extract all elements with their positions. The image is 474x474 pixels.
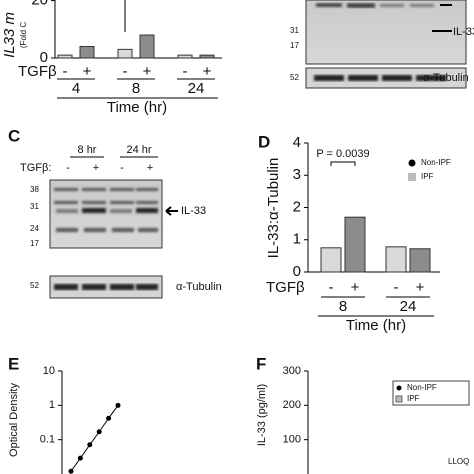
- treatment-sign: -: [63, 63, 68, 80]
- point: [68, 468, 74, 474]
- legend-marker: [395, 395, 403, 403]
- bar: [177, 54, 193, 59]
- legend-label: Non-IPF: [421, 158, 451, 167]
- panel-letter: C: [8, 126, 20, 145]
- treatment-label: TGFβ: [18, 63, 57, 80]
- y-axis-label: IL-33:α-Tubulin: [265, 158, 282, 259]
- treatment-sign: +: [147, 162, 153, 174]
- legend-label: IPF: [407, 394, 420, 403]
- mw-marker: 31: [30, 202, 39, 211]
- bar: [409, 248, 431, 273]
- treatment-sign: +: [93, 162, 99, 174]
- treatment-sign: -: [394, 279, 399, 296]
- bar: [385, 246, 407, 273]
- blot-c: [49, 156, 178, 299]
- legend-box: [392, 380, 470, 406]
- bar: [139, 34, 155, 59]
- y-tick-label: 0: [293, 263, 301, 280]
- band-label: IL-33: [453, 26, 474, 38]
- legend-marker: [396, 385, 402, 391]
- point: [87, 442, 93, 448]
- y-tick-label: 300: [283, 365, 301, 377]
- treatment-sign: -: [120, 162, 124, 174]
- x-axis-label: Time (hr): [107, 99, 167, 116]
- treatment-sign: +: [416, 279, 425, 296]
- p-value: P = 0.0039: [316, 148, 369, 160]
- point: [106, 415, 112, 421]
- loading-label: α-Tubulin: [423, 72, 469, 84]
- time-label: 8 hr: [78, 144, 97, 156]
- y-tick-label: 1: [293, 231, 301, 248]
- treatment-sign: +: [83, 63, 92, 80]
- point: [115, 402, 121, 408]
- threshold-label: LLOQ: [448, 457, 469, 466]
- line: [70, 405, 119, 472]
- treatment-label: TGFβ:: [20, 162, 51, 174]
- y-axis-label: Optical Density: [8, 383, 20, 457]
- panel-letter: D: [258, 132, 270, 151]
- time-label: 24 hr: [126, 144, 151, 156]
- legend-label: Non-IPF: [407, 383, 437, 392]
- treatment-sign: +: [143, 63, 152, 80]
- y-tick-label: 0.1: [40, 434, 55, 446]
- time-label: 4: [72, 80, 80, 97]
- mw-marker: 31: [290, 26, 299, 35]
- mw-marker: 17: [30, 239, 39, 248]
- time-label: 8: [339, 298, 347, 315]
- y-tick-label: 20: [31, 0, 48, 9]
- time-label: 24: [400, 298, 417, 315]
- y-tick-label: 4: [293, 134, 301, 151]
- bar: [320, 247, 342, 273]
- time-label: 24: [188, 80, 205, 97]
- mw-marker: 38: [30, 185, 39, 194]
- y-axis-sublabel: (Fold C: [19, 22, 28, 48]
- y-tick-label: 2: [293, 198, 301, 215]
- legend-marker: [408, 173, 416, 181]
- treatment-sign: -: [329, 279, 334, 296]
- treatment-sign: -: [123, 63, 128, 80]
- bar: [79, 46, 95, 59]
- band-label: IL-33: [181, 205, 206, 217]
- treatment-sign: -: [183, 63, 188, 80]
- treatment-sign: -: [66, 162, 70, 174]
- y-tick-label: 3: [293, 166, 301, 183]
- mw-marker: 52: [290, 73, 299, 82]
- y-tick-label: 1: [49, 399, 55, 411]
- x-axis-label: Time (hr): [346, 317, 406, 334]
- bar: [57, 54, 73, 59]
- mw-marker: 52: [30, 281, 39, 290]
- legend-marker: [408, 159, 416, 167]
- point: [77, 455, 83, 461]
- y-axis-label: IL-33 (pg/ml): [256, 384, 268, 446]
- mw-marker: 24: [30, 224, 39, 233]
- y-tick-label: 10: [43, 365, 55, 377]
- panel-letter: E: [8, 354, 19, 373]
- loading-label: α-Tubulin: [176, 281, 222, 293]
- legend-label: IPF: [421, 172, 434, 181]
- time-label: 8: [132, 80, 140, 97]
- panel-letter: F: [256, 354, 266, 373]
- mw-marker: 17: [290, 41, 299, 50]
- y-tick-label: 100: [283, 434, 301, 446]
- y-axis-label: IL33 m: [1, 12, 18, 58]
- y-tick-label: 200: [283, 399, 301, 411]
- treatment-sign: +: [351, 279, 360, 296]
- bar: [199, 54, 215, 59]
- point: [96, 429, 102, 435]
- treatment-sign: +: [203, 63, 212, 80]
- treatment-label: TGFβ: [266, 279, 305, 296]
- significance-bracket: [330, 161, 356, 166]
- bar: [117, 48, 133, 59]
- y-tick-label: 0: [40, 49, 48, 66]
- bar: [344, 216, 366, 273]
